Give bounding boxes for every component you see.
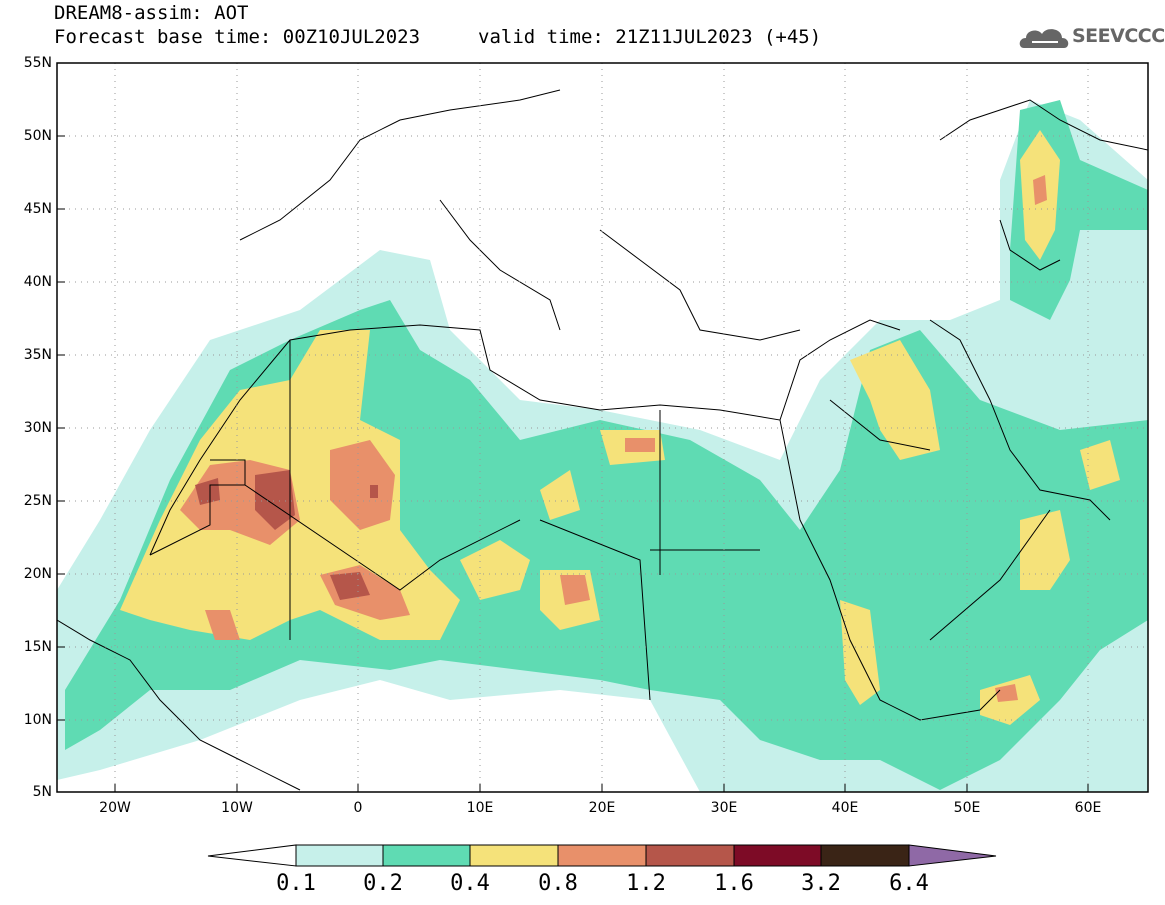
colorbar-swatch-1 (295, 844, 384, 867)
lon-label: 10E (466, 800, 494, 816)
aot-level-0.8 (995, 684, 1018, 702)
lon-label: 10W (221, 800, 253, 816)
lon-label: 0 (353, 800, 363, 816)
lat-label: 20N (23, 566, 52, 582)
colorbar-swatch-3 (469, 844, 559, 867)
colorbar-swatch-4 (557, 844, 647, 867)
lat-label: 35N (23, 347, 52, 363)
colorbar-label: 0.8 (538, 871, 578, 896)
colorbar-label: 6.4 (889, 871, 929, 896)
lon-label: 20W (99, 800, 131, 816)
coastlines (57, 89, 1148, 791)
aot-level-0.4 (840, 600, 880, 705)
colorbar-label: 1.6 (714, 871, 754, 896)
aot-level-0.8 (1033, 175, 1047, 205)
lon-label: 30E (710, 800, 738, 816)
dust-fields (57, 100, 1148, 792)
aot-level-0.8 (625, 438, 655, 452)
colorbar-swatch-6 (733, 844, 822, 867)
aot-level-0.8 (330, 440, 395, 530)
colorbar-label: 0.1 (276, 871, 316, 896)
aot-level-1.2 (370, 485, 378, 498)
lat-label: 15N (23, 639, 52, 655)
map-title: DREAM8-assim: AOT (54, 2, 249, 24)
aot-level-0.8 (560, 575, 590, 605)
colorbar (207, 844, 997, 867)
colorbar-label: 1.2 (626, 871, 666, 896)
lat-label: 30N (23, 420, 52, 436)
colorbar-over (908, 844, 997, 867)
aot-level-0.4 (1080, 440, 1120, 490)
lon-label: 20E (588, 800, 616, 816)
lat-label: 50N (23, 128, 52, 144)
aot-level-1.2 (330, 572, 370, 600)
lat-label: 55N (23, 55, 52, 71)
aot-level-0.4 (850, 340, 940, 460)
aot-level-0.4 (540, 470, 580, 520)
aot-level-0.8 (205, 610, 240, 640)
logo-text: SEEVCCC (1072, 25, 1165, 47)
colorbar-under (207, 844, 297, 867)
lat-label: 25N (23, 493, 52, 509)
lat-label: 40N (23, 274, 52, 290)
colorbar-label: 0.2 (363, 871, 403, 896)
cloud-icon (1019, 29, 1069, 48)
lat-label: 45N (23, 201, 52, 217)
forecast-base-time: Forecast base time: 00Z10JUL2023 (54, 26, 421, 48)
colorbar-label: 0.4 (450, 871, 490, 896)
lon-label: 60E (1074, 800, 1102, 816)
lon-label: 50E (953, 800, 981, 816)
colorbar-swatch-2 (382, 844, 471, 867)
colorbar-label: 3.2 (801, 871, 841, 896)
aot-level-0.4 (460, 540, 530, 600)
aot-level-1.2 (255, 470, 295, 530)
colorbar-swatch-5 (645, 844, 735, 867)
lat-label: 5N (32, 784, 52, 800)
axis-ticks (57, 135, 1089, 792)
valid-time: valid time: 21Z11JUL2023 (+45) (478, 26, 822, 48)
lat-label: 10N (23, 712, 52, 728)
lon-label: 40E (831, 800, 859, 816)
colorbar-swatch-7 (820, 844, 910, 867)
aot-level-0.4 (1020, 510, 1070, 590)
